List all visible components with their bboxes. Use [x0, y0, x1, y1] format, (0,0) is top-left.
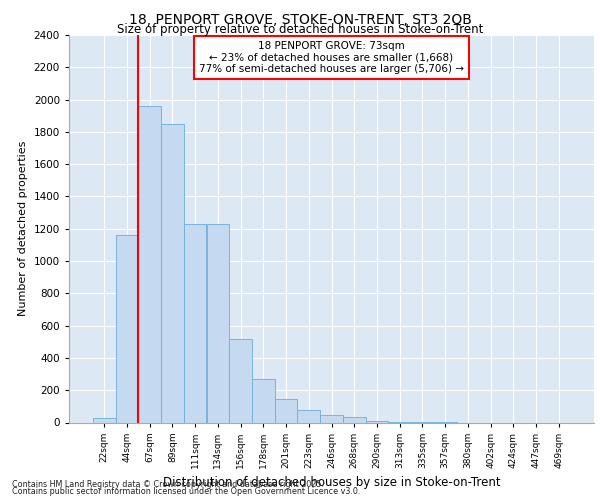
Bar [93, 418, 116, 422]
X-axis label: Distribution of detached houses by size in Stoke-on-Trent: Distribution of detached houses by size … [163, 476, 500, 489]
Bar [206, 224, 229, 422]
Bar [275, 399, 298, 422]
Bar [365, 421, 388, 422]
Bar [184, 224, 206, 422]
Text: 18, PENPORT GROVE, STOKE-ON-TRENT, ST3 2QB: 18, PENPORT GROVE, STOKE-ON-TRENT, ST3 2… [128, 12, 472, 26]
Text: Contains HM Land Registry data © Crown copyright and database right 2025.: Contains HM Land Registry data © Crown c… [12, 480, 324, 489]
Bar [343, 417, 365, 422]
Text: Size of property relative to detached houses in Stoke-on-Trent: Size of property relative to detached ho… [117, 22, 483, 36]
Bar [161, 124, 184, 422]
Text: 18 PENPORT GROVE: 73sqm
← 23% of detached houses are smaller (1,668)
77% of semi: 18 PENPORT GROVE: 73sqm ← 23% of detache… [199, 41, 464, 74]
Bar [116, 235, 139, 422]
Bar [252, 379, 275, 422]
Bar [298, 410, 320, 422]
Bar [229, 338, 252, 422]
Text: Contains public sector information licensed under the Open Government Licence v3: Contains public sector information licen… [12, 487, 361, 496]
Y-axis label: Number of detached properties: Number of detached properties [18, 141, 28, 316]
Bar [139, 106, 161, 422]
Bar [320, 415, 343, 422]
